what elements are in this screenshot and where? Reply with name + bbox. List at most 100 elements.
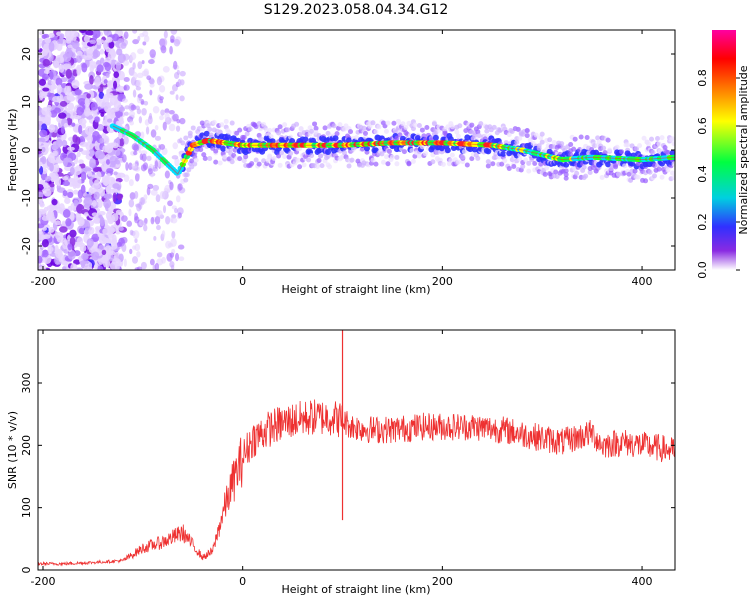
noise-blob bbox=[140, 99, 145, 105]
band-halo bbox=[208, 132, 214, 138]
noise-blob bbox=[61, 261, 68, 266]
noise-blob bbox=[64, 112, 71, 119]
band-halo bbox=[655, 135, 661, 141]
noise-blob bbox=[42, 58, 51, 67]
band-halo bbox=[237, 127, 243, 133]
band-halo bbox=[499, 161, 505, 167]
noise-blob bbox=[123, 53, 130, 61]
band-halo bbox=[524, 128, 530, 134]
noise-blob bbox=[105, 238, 114, 244]
band-halo bbox=[315, 163, 321, 169]
band-halo bbox=[536, 143, 542, 149]
band-halo bbox=[247, 126, 253, 132]
noise-blob bbox=[118, 131, 123, 140]
noise-blob bbox=[169, 45, 173, 55]
noise-blob bbox=[42, 226, 47, 231]
noise-blob bbox=[55, 77, 63, 86]
noise-blob bbox=[146, 75, 152, 81]
band-halo bbox=[319, 163, 325, 169]
noise-blob bbox=[108, 47, 115, 55]
band-halo bbox=[229, 159, 235, 165]
noise-blob bbox=[39, 202, 45, 208]
noise-blob bbox=[152, 184, 160, 192]
y-tick-top-label: -10 bbox=[20, 189, 33, 207]
noise-blob bbox=[113, 171, 118, 176]
band-halo bbox=[514, 139, 520, 145]
noise-blob bbox=[88, 148, 95, 157]
noise-blob bbox=[96, 64, 104, 73]
noise-blob bbox=[39, 31, 46, 36]
noise-blob bbox=[150, 129, 157, 138]
noise-blob bbox=[43, 69, 50, 75]
band-halo bbox=[619, 149, 625, 155]
noise-blob bbox=[113, 149, 121, 157]
band-edge bbox=[346, 137, 353, 144]
noise-blob bbox=[81, 44, 88, 52]
band-halo bbox=[491, 124, 497, 130]
band-halo bbox=[213, 148, 219, 154]
band-halo bbox=[449, 152, 455, 158]
noise-blob bbox=[99, 137, 105, 144]
y-tick-bottom-label: 200 bbox=[20, 435, 33, 456]
band-halo bbox=[625, 142, 631, 148]
band-halo bbox=[650, 149, 656, 155]
band-halo bbox=[559, 141, 565, 147]
noise-blob bbox=[161, 256, 166, 264]
band-halo bbox=[346, 163, 352, 169]
band-halo bbox=[607, 147, 613, 153]
noise-blob bbox=[48, 226, 55, 233]
band-halo bbox=[419, 144, 425, 150]
noise-blob bbox=[38, 191, 44, 199]
band-halo bbox=[201, 152, 207, 158]
noise-blob bbox=[95, 151, 105, 160]
noise-blob bbox=[96, 124, 105, 131]
noise-blob bbox=[168, 110, 175, 115]
noise-blob bbox=[92, 30, 101, 39]
band-halo bbox=[401, 149, 407, 155]
x-tick-top-label: 200 bbox=[432, 275, 453, 288]
band-halo bbox=[306, 157, 312, 163]
band-halo bbox=[659, 174, 665, 180]
band-halo bbox=[222, 154, 228, 160]
band-halo bbox=[523, 157, 529, 163]
noise-blob bbox=[179, 70, 186, 77]
band-edge bbox=[464, 134, 471, 141]
band-halo bbox=[228, 146, 234, 152]
band-halo bbox=[440, 161, 446, 167]
noise-blob bbox=[138, 116, 143, 124]
noise-blob bbox=[159, 85, 166, 93]
band-halo bbox=[337, 122, 343, 128]
noise-blob bbox=[169, 181, 174, 191]
noise-blob bbox=[102, 145, 109, 153]
noise-blob bbox=[59, 56, 65, 63]
band-halo bbox=[386, 148, 392, 154]
noise-blob bbox=[104, 102, 112, 113]
y-tick-bottom-label: 300 bbox=[20, 372, 33, 393]
noise-blob bbox=[84, 220, 91, 231]
noise-blob bbox=[95, 158, 100, 166]
noise-blob bbox=[61, 139, 68, 148]
noise-blob bbox=[163, 187, 169, 194]
noise-blob bbox=[170, 30, 178, 35]
noise-blob bbox=[154, 135, 162, 141]
noise-blob bbox=[159, 143, 166, 150]
noise-blob bbox=[77, 189, 84, 199]
band-halo bbox=[285, 127, 291, 133]
band-halo bbox=[180, 140, 186, 146]
noise-blob bbox=[176, 69, 180, 75]
noise-blob bbox=[155, 194, 161, 203]
noise-blob bbox=[76, 236, 84, 246]
noise-blob bbox=[70, 263, 78, 270]
noise-blob bbox=[46, 104, 52, 111]
noise-blob bbox=[57, 249, 63, 257]
noise-blob bbox=[160, 45, 167, 54]
noise-blob bbox=[98, 188, 106, 197]
noise-blob bbox=[135, 86, 142, 91]
band-halo bbox=[223, 118, 229, 124]
band-halo bbox=[532, 160, 538, 166]
band-halo bbox=[563, 175, 569, 181]
noise-blob bbox=[86, 134, 93, 144]
noise-blob bbox=[159, 96, 164, 101]
noise-blob bbox=[118, 137, 125, 147]
noise-blob bbox=[47, 79, 53, 86]
